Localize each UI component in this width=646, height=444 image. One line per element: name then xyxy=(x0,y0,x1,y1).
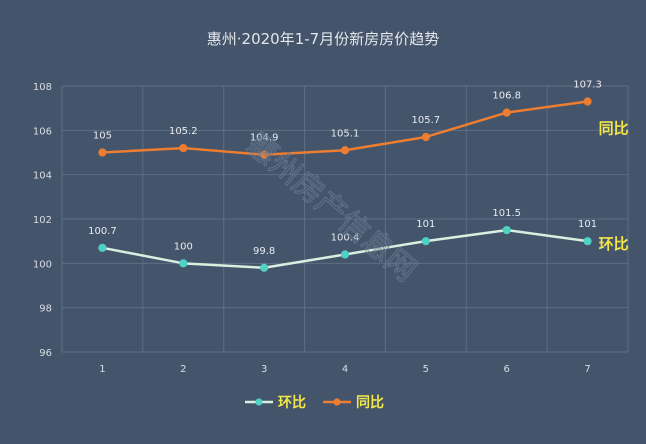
y-axis: 96 98 100 102 104 106 108 xyxy=(33,82,52,359)
legend-label: 环比 xyxy=(278,394,306,411)
data-label: 106.8 xyxy=(492,91,521,102)
data-point xyxy=(502,225,511,235)
y-tick-label: 100 xyxy=(33,259,52,270)
x-tick-label: 3 xyxy=(261,364,267,375)
data-point xyxy=(340,250,350,259)
y-tick-label: 98 xyxy=(39,304,52,315)
data-point xyxy=(421,237,430,246)
data-point xyxy=(583,97,592,106)
y-tick-label: 102 xyxy=(33,215,52,226)
legend-label: 同比 xyxy=(356,394,384,411)
x-tick-label: 6 xyxy=(504,364,510,375)
chart-title: 惠州·2020年1-7月份新房房价趋势 xyxy=(207,30,439,48)
data-point xyxy=(179,143,188,153)
grid-lines xyxy=(61,85,629,353)
data-label: 100 xyxy=(174,241,193,252)
data-label: 101 xyxy=(416,219,435,230)
legend-swatch-marker xyxy=(255,398,263,406)
x-axis: 1 2 3 4 5 6 7 xyxy=(99,364,591,375)
data-label: 99.8 xyxy=(253,246,275,257)
data-label: 105.2 xyxy=(169,126,198,137)
data-label: 100.4 xyxy=(331,232,360,243)
x-tick-label: 2 xyxy=(180,364,186,375)
data-point xyxy=(98,148,107,157)
data-point xyxy=(260,263,269,272)
data-label: 105.7 xyxy=(412,115,441,126)
y-tick-label: 106 xyxy=(33,126,52,137)
data-label: 105.1 xyxy=(331,128,360,139)
y-tick-label: 104 xyxy=(33,171,52,182)
series-end-label: 环比 xyxy=(599,235,629,253)
x-tick-label: 1 xyxy=(99,364,105,375)
data-point xyxy=(502,108,511,117)
data-point xyxy=(583,237,592,246)
data-point xyxy=(421,132,430,142)
data-label: 100.7 xyxy=(88,226,117,237)
legend: 环比 同比 xyxy=(245,394,384,411)
x-tick-label: 7 xyxy=(584,364,590,375)
data-label: 107.3 xyxy=(573,80,602,91)
data-point xyxy=(98,243,107,252)
y-tick-label: 108 xyxy=(33,82,52,93)
data-label: 101.5 xyxy=(492,208,521,219)
data-label: 104.9 xyxy=(250,133,279,144)
data-label: 101 xyxy=(578,219,597,230)
data-point xyxy=(340,146,350,155)
x-tick-label: 5 xyxy=(423,364,429,375)
data-label: 105 xyxy=(93,131,112,142)
x-tick-label: 4 xyxy=(342,364,348,375)
legend-swatch-marker xyxy=(333,398,341,406)
y-tick-label: 96 xyxy=(39,348,52,359)
series-end-label: 同比 xyxy=(599,120,629,138)
data-point xyxy=(179,259,188,268)
data-point xyxy=(260,150,269,159)
